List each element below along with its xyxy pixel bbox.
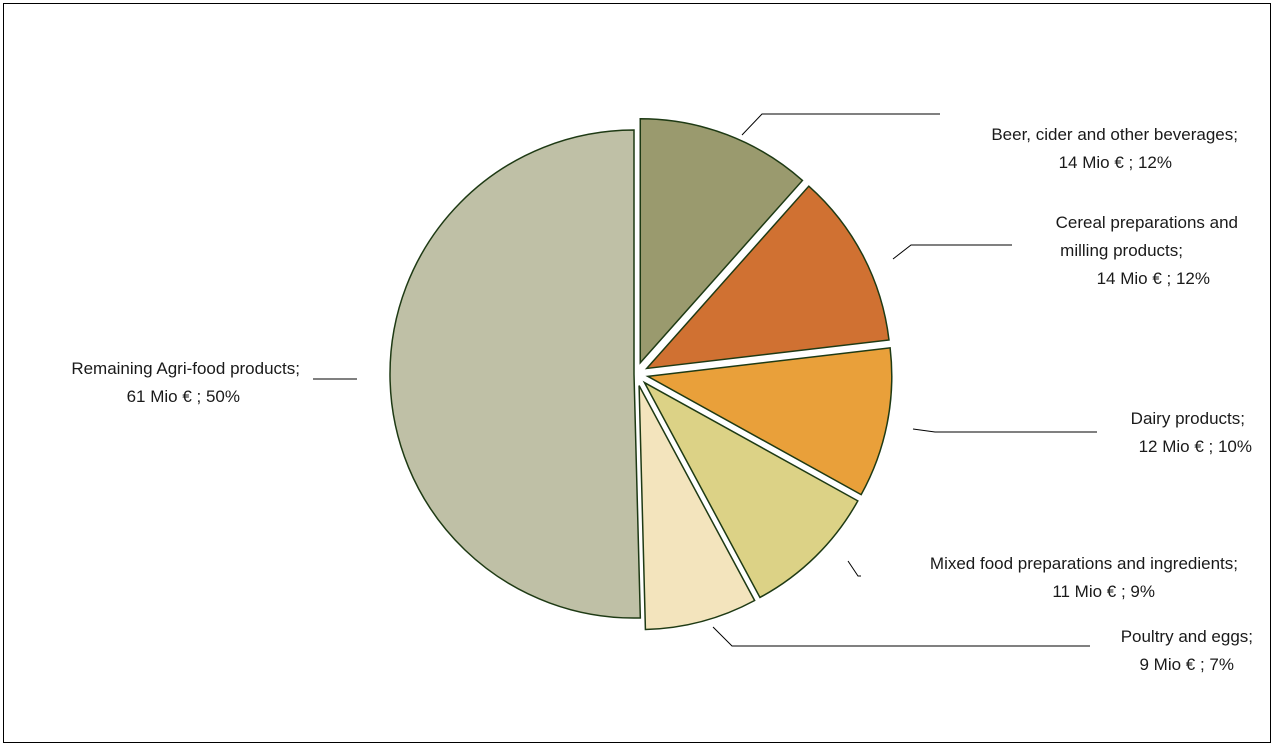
label-mixed-line2: 11 Mio € ; 9% [1052,582,1155,601]
label-cereal-line2: 14 Mio € ; 12% [1097,269,1210,288]
leader-poultry [712,626,1090,647]
label-remaining-line2: 61 Mio € ; 50% [127,387,240,406]
leader-beer [741,113,940,136]
pie-slices [389,118,893,631]
label-dairy-line1: Dairy products; [1131,409,1245,428]
slice-beer [639,118,804,365]
label-dairy-line2: 12 Mio € ; 10% [1139,437,1252,456]
label-beer-line1: Beer, cider and other beverages; [991,125,1238,144]
leader-cereal [892,244,1012,260]
slice-remaining [389,129,642,619]
leader-lines [313,113,1097,647]
label-poultry-line1: Poultry and eggs; [1121,627,1253,646]
slice-poultry [638,385,756,631]
leader-dairy [912,428,1097,433]
label-beer-line2: 14 Mio € ; 12% [1059,153,1172,172]
chart-frame [3,3,1271,743]
slice-dairy [645,347,893,496]
slice-mixed [642,380,859,599]
label-cereal-line1: Cereal preparations and [1056,213,1238,232]
leader-mixed [847,560,861,577]
label-remaining-line1: Remaining Agri-food products; [71,359,300,378]
label-cereal-line1b: milling products; [1060,241,1183,260]
label-mixed-line1: Mixed food preparations and ingredients; [930,554,1238,573]
slice-cereal [644,185,890,370]
label-poultry-line2: 9 Mio € ; 7% [1140,655,1235,674]
slice-labels: Remaining Agri-food products; 61 Mio € ;… [71,125,1253,674]
